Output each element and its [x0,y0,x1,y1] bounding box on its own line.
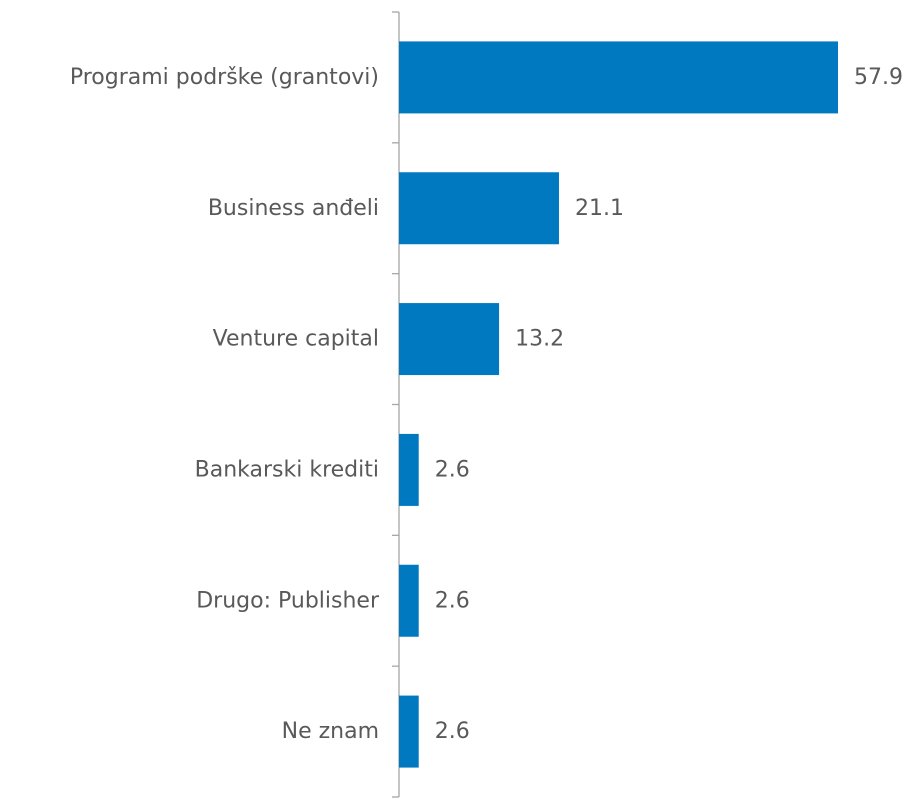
bar [399,695,419,768]
data-label: 2.6 [435,588,470,613]
category-label: Drugo: Publisher [196,588,380,613]
data-label: 2.6 [435,457,470,482]
category-label: Ne znam [282,719,379,744]
bar [399,433,419,506]
category-label: Venture capital [213,327,379,352]
bar [399,564,419,637]
bar [399,303,500,376]
labels-layer: Programi podrške (grantovi) 57.9 Business … [70,65,903,744]
data-label: 21.1 [575,196,624,221]
data-label: 13.2 [515,327,564,352]
category-label: Bankarski krediti [195,457,379,482]
bar [399,172,559,245]
data-label: 2.6 [435,719,470,744]
category-label: Business anđeli [208,196,379,221]
bar [399,41,838,114]
category-label: Programi podrške (grantovi) [70,65,379,90]
axis-layer [392,11,400,798]
data-label: 57.9 [854,65,903,90]
bars-layer [399,41,838,768]
